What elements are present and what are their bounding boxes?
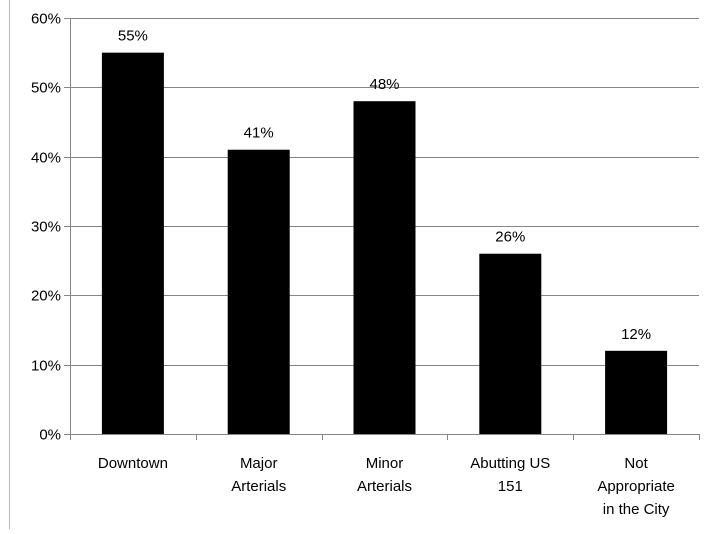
- data-label: 55%: [118, 28, 148, 45]
- bar: [605, 350, 668, 434]
- y-tick-label: 20%: [31, 288, 61, 305]
- data-label: 26%: [495, 229, 525, 246]
- bar: [101, 52, 164, 435]
- category-label: Arterials: [357, 478, 412, 495]
- axes: [64, 18, 700, 440]
- data-label: 48%: [369, 76, 399, 93]
- bars: [101, 52, 668, 435]
- y-tick-label: 0%: [39, 427, 61, 444]
- category-label: Not: [624, 455, 648, 472]
- y-tick-label: 50%: [31, 80, 61, 97]
- y-tick-label: 10%: [31, 358, 61, 375]
- data-label: 12%: [621, 326, 651, 343]
- y-tick-label: 40%: [31, 150, 61, 167]
- category-label: Minor: [366, 455, 404, 472]
- data-label: 41%: [244, 125, 274, 142]
- labels: 0% 10% 20% 30% 40% 50% 60% 55% Downtown 41% Major A…: [31, 11, 675, 519]
- category-label: Major: [240, 455, 278, 472]
- bar: [479, 253, 542, 434]
- frame-left-border: [9, 0, 10, 529]
- category-label: 151: [498, 478, 523, 495]
- bar: [227, 149, 290, 434]
- y-tick-label: 30%: [31, 219, 61, 236]
- category-label: Appropriate: [597, 478, 675, 495]
- category-label: Abutting US: [470, 455, 550, 472]
- y-tick-label: 60%: [31, 11, 61, 28]
- category-label: in the City: [603, 501, 670, 518]
- category-label: Downtown: [98, 455, 168, 472]
- category-label: Arterials: [231, 478, 286, 495]
- bar: [353, 101, 416, 434]
